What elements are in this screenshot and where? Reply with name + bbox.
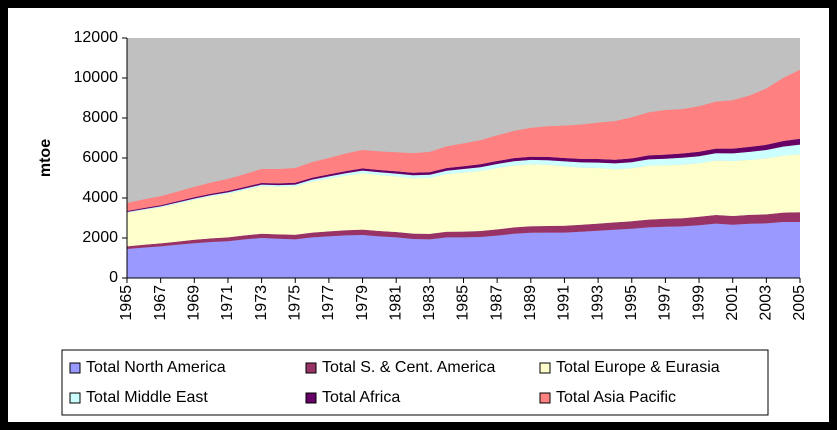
legend-label: Total Europe & Eurasia (556, 359, 720, 376)
x-tick-label: 1969 (186, 285, 203, 321)
x-tick-label: 1991 (556, 285, 573, 321)
legend-swatch (539, 392, 551, 404)
x-tick-label: 1981 (387, 285, 404, 321)
legend-swatch (539, 362, 551, 374)
y-axis-title: mtoe (37, 139, 54, 177)
y-tick-label: 8000 (82, 109, 118, 126)
legend (61, 349, 769, 416)
y-tick-label: 4000 (82, 189, 118, 206)
y-tick-label: 10000 (74, 69, 119, 86)
x-tick-label: 1973 (253, 285, 270, 321)
x-tick-label: 1989 (522, 285, 539, 321)
x-tick-label: 1983 (421, 285, 438, 321)
legend-label: Total S. & Cent. America (322, 359, 496, 376)
x-tick-label: 1995 (623, 285, 640, 321)
legend-swatch (69, 392, 81, 404)
x-tick-label: 1999 (690, 285, 707, 321)
legend-label: Total Africa (322, 389, 400, 406)
y-tick-label: 2000 (82, 229, 118, 246)
x-tick-label: 1977 (320, 285, 337, 321)
legend-swatch (305, 362, 317, 374)
x-tick-label: 1985 (455, 285, 472, 321)
legend-label: Total Asia Pacific (556, 389, 676, 406)
area (127, 69, 800, 211)
x-tick-label: 1993 (589, 285, 606, 321)
x-tick-label: 1997 (657, 285, 674, 321)
y-tick-label: 6000 (82, 149, 118, 166)
legend-swatch (305, 392, 317, 404)
y-tick-label: 0 (109, 269, 118, 286)
x-tick-label: 1987 (488, 285, 505, 321)
legend-swatch (69, 362, 81, 374)
x-tick-label: 1967 (152, 285, 169, 321)
x-tick-label: 1975 (286, 285, 303, 321)
area (127, 212, 800, 249)
area (127, 222, 800, 278)
y-tick-label: 12000 (74, 29, 119, 46)
x-tick-label: 1965 (118, 285, 135, 321)
x-tick-label: 2005 (791, 285, 808, 321)
x-tick-label: 1979 (354, 285, 371, 321)
x-tick-label: 1971 (219, 285, 236, 321)
x-tick-label: 2003 (758, 285, 775, 321)
legend-label: Total North America (86, 359, 226, 376)
legend-label: Total Middle East (86, 389, 208, 406)
area (127, 154, 800, 247)
x-tick-label: 2001 (724, 285, 741, 321)
